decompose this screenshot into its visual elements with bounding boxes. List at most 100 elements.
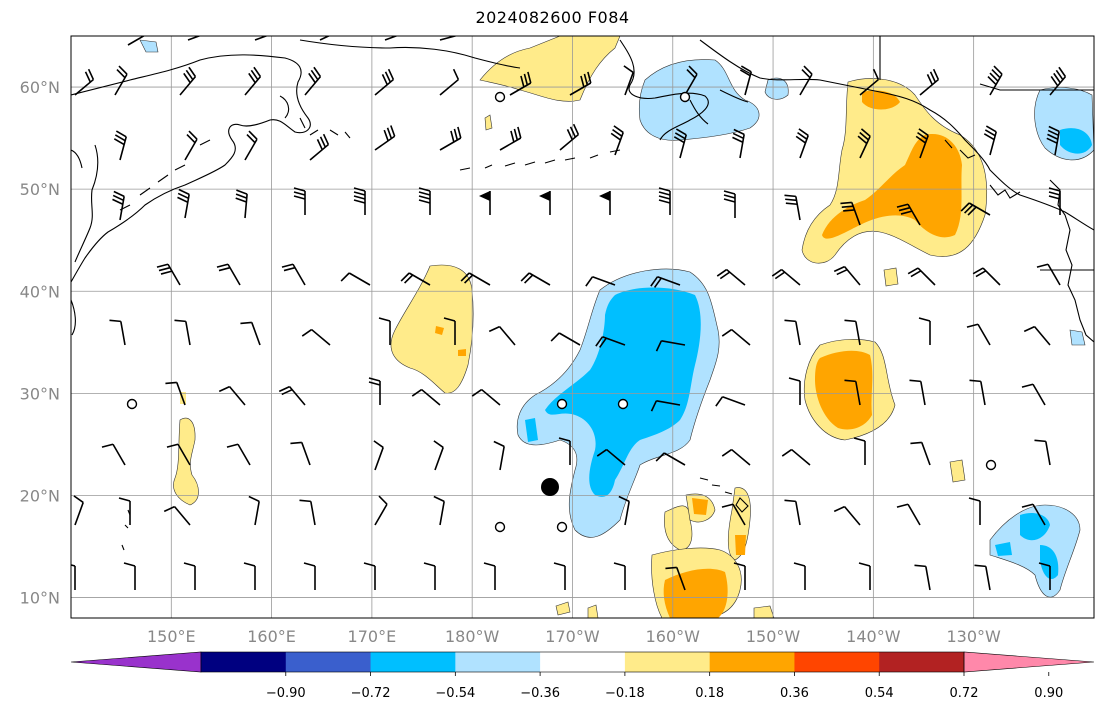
colorbar-segment bbox=[624, 652, 711, 672]
calm-circles bbox=[126, 91, 997, 533]
wind-barb-icon bbox=[844, 379, 861, 406]
wind-barb-icon bbox=[443, 317, 456, 345]
lon-label: 130°W bbox=[946, 627, 1001, 646]
wind-barb-icon bbox=[732, 128, 745, 159]
wind-barb-icon bbox=[439, 36, 464, 41]
calm-circle-icon bbox=[556, 398, 568, 410]
wind-barb-icon bbox=[968, 497, 981, 525]
wind-barb-icon bbox=[1046, 125, 1060, 156]
wind-barb-icon bbox=[1038, 562, 1051, 590]
coastlines bbox=[71, 36, 1094, 551]
wind-barb-icon bbox=[914, 564, 931, 591]
wind-barb-icon bbox=[483, 562, 496, 590]
lat-label: 20°N bbox=[20, 486, 60, 505]
gridlines bbox=[71, 36, 1094, 618]
wind-barb-icon bbox=[550, 332, 581, 346]
wind-barb-icon bbox=[378, 317, 391, 345]
wind-barb-icon bbox=[1034, 439, 1051, 466]
wind-barb-icon bbox=[599, 191, 611, 215]
wind-barb-icon bbox=[784, 194, 801, 221]
wind-barb-icon bbox=[907, 267, 936, 286]
colorbar-extend-low bbox=[70, 651, 202, 673]
wind-barb-icon bbox=[966, 323, 991, 346]
wind-barb-icon bbox=[384, 36, 408, 41]
wind-barb-icon bbox=[655, 340, 686, 352]
colorbar-tick-label: −0.36 bbox=[520, 686, 560, 701]
lat-label: 10°N bbox=[20, 589, 60, 608]
calm-circle-icon bbox=[985, 459, 997, 471]
wind-barb-icon bbox=[673, 128, 687, 159]
wind-barb-icon bbox=[226, 443, 251, 466]
wind-barb-icon bbox=[618, 495, 630, 526]
lon-label: 170°W bbox=[545, 627, 600, 646]
wind-barb-icon bbox=[254, 36, 278, 41]
map-frame bbox=[70, 35, 1095, 619]
wind-barb-icon bbox=[623, 65, 634, 96]
wind-barb-icon bbox=[109, 319, 126, 346]
wind-barb-icon bbox=[240, 321, 261, 346]
wind-barb-icon bbox=[658, 187, 671, 215]
calm-circle-icon bbox=[556, 521, 568, 533]
colorbar-segment bbox=[285, 652, 372, 672]
wind-barb-icon bbox=[857, 128, 871, 159]
wind-barb-icon bbox=[400, 272, 431, 286]
colorbar-tick-label: −0.54 bbox=[435, 686, 475, 701]
wind-barb-icon bbox=[558, 437, 571, 465]
wind-barb-icon bbox=[788, 377, 801, 405]
wind-barb-icon bbox=[1036, 263, 1061, 286]
wind-barb-icon bbox=[896, 503, 921, 526]
wind-barb-icon bbox=[853, 437, 866, 465]
colorbar: −0.90 −0.72 −0.54 −0.36 −0.18 0.18 0.36 0.54 0.7… bbox=[70, 651, 1095, 701]
wind-barb-icon bbox=[71, 562, 76, 590]
wind-barb-icon bbox=[73, 495, 84, 526]
wind-barb-icon bbox=[784, 499, 801, 526]
wind-barb-icon bbox=[433, 495, 445, 526]
lon-label: 170°E bbox=[348, 627, 397, 646]
wind-barb-icon bbox=[156, 263, 181, 286]
wind-barb-icon bbox=[595, 336, 626, 348]
lon-label: 160°E bbox=[247, 627, 296, 646]
wind-barb-icon bbox=[721, 503, 746, 526]
colorbar-tick-label: −0.90 bbox=[266, 686, 306, 701]
wind-barb-icon bbox=[411, 388, 441, 406]
lon-label: 140°W bbox=[846, 627, 901, 646]
wind-barbs bbox=[71, 36, 1067, 591]
wind-barb-icon bbox=[1049, 66, 1067, 96]
wind-barb-icon bbox=[433, 440, 444, 471]
colorbar-segment bbox=[794, 652, 880, 672]
wind-barb-icon bbox=[844, 319, 861, 346]
wind-barb-icon bbox=[301, 328, 331, 346]
wind-barb-icon bbox=[418, 187, 431, 215]
wind-barb-icon bbox=[290, 441, 311, 466]
wind-barb-icon bbox=[303, 562, 316, 590]
wind-barb-icon bbox=[177, 188, 190, 219]
wind-barb-icon bbox=[112, 190, 125, 221]
lon-label: 180°W bbox=[445, 627, 500, 646]
wind-barb-icon bbox=[309, 133, 330, 161]
wind-barb-icon bbox=[987, 65, 1003, 96]
wind-barb-icon bbox=[983, 125, 997, 156]
calm-circle-icon bbox=[679, 91, 691, 103]
lat-label: 30°N bbox=[20, 384, 60, 403]
center-dot-icon bbox=[541, 478, 559, 496]
wind-barb-icon bbox=[655, 452, 686, 466]
wind-barb-icon bbox=[439, 126, 462, 151]
wind-barb-icon bbox=[613, 562, 626, 590]
wind-barb-icon bbox=[293, 187, 306, 215]
wind-barb-icon bbox=[918, 317, 931, 345]
wind-barb-icon bbox=[858, 562, 871, 590]
wind-barb-icon bbox=[1023, 325, 1051, 346]
colorbar-tick-label: 0.72 bbox=[950, 686, 979, 701]
wind-barb-icon bbox=[114, 65, 128, 96]
wind-barb-icon bbox=[1021, 503, 1046, 526]
wind-barb-icon bbox=[374, 125, 396, 151]
wind-barb-icon bbox=[163, 505, 191, 526]
wind-barb-icon bbox=[795, 128, 809, 159]
wind-barb-icon bbox=[585, 276, 616, 287]
wind-barb-icon bbox=[539, 191, 551, 215]
wind-barb-icon bbox=[793, 562, 806, 590]
calm-circle-icon bbox=[617, 398, 629, 410]
wind-barb-icon bbox=[974, 564, 991, 591]
wind-barb-icon bbox=[859, 68, 880, 96]
wind-barb-icon bbox=[840, 201, 861, 226]
